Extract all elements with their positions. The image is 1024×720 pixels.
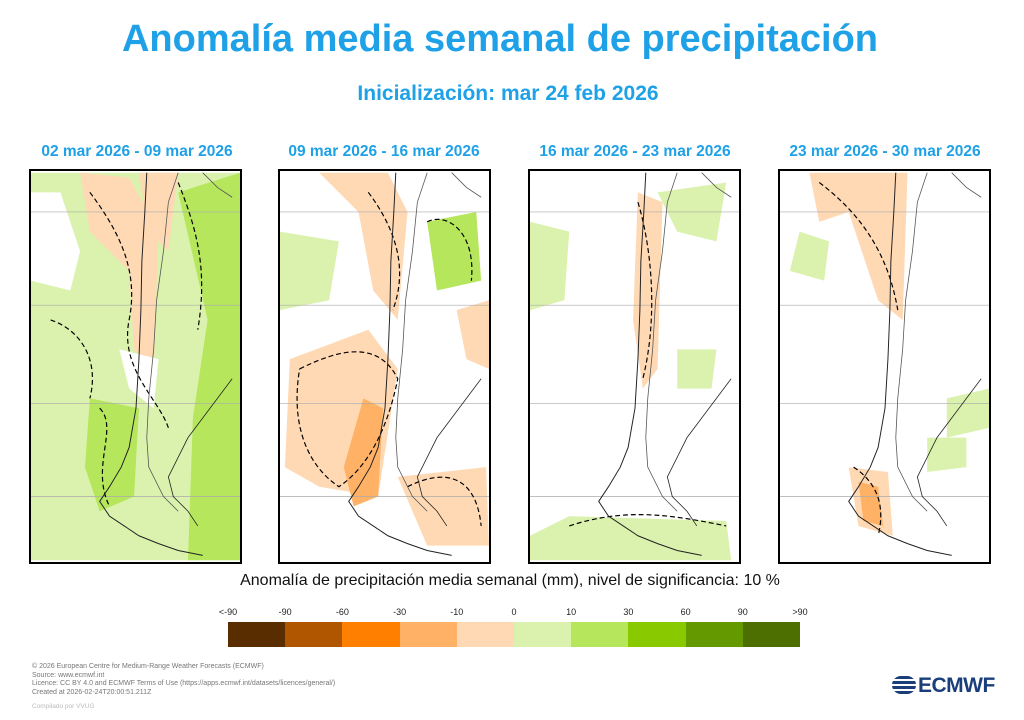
map-svg xyxy=(280,172,489,556)
coastline xyxy=(348,172,452,556)
page-title: Anomalía media semanal de precipitación xyxy=(121,18,879,60)
colorbar-tick-label: 10 xyxy=(566,607,577,617)
coastline xyxy=(666,378,732,527)
coastline xyxy=(99,172,203,556)
anomaly-area xyxy=(427,211,482,291)
panel-title: 16 mar 2026 - 23 mar 2026 xyxy=(539,143,731,160)
significance-contour xyxy=(50,182,203,507)
border-line xyxy=(146,172,233,512)
panel-title: 02 mar 2026 - 09 mar 2026 xyxy=(41,143,233,160)
colorbar-tick-label: -10 xyxy=(450,607,464,617)
ecmwf-logo-icon xyxy=(892,676,916,694)
colorbar-swatch xyxy=(399,622,457,647)
panel-title: 23 mar 2026 - 30 mar 2026 xyxy=(789,143,981,160)
colorbar-title: Anomalía de precipitación media semanal … xyxy=(240,572,780,589)
anomaly-area xyxy=(530,516,732,561)
anomaly-area xyxy=(677,349,717,389)
colorbar-swatch xyxy=(285,622,343,647)
colorbar-tick-label: 60 xyxy=(680,607,691,617)
gridlines xyxy=(780,211,989,497)
anomaly-area xyxy=(31,192,81,291)
anomaly-area xyxy=(946,388,989,438)
ecmwf-logo: ECMWF xyxy=(892,674,995,698)
colorbar-swatch xyxy=(514,622,572,647)
footer-line: Licence: CC BY 4.0 and ECMWF Terms of Us… xyxy=(32,680,336,687)
colorbar-tick-label: >90 xyxy=(792,607,808,617)
anomaly-area xyxy=(858,481,884,526)
border-line xyxy=(895,172,982,512)
colorbar-swatch xyxy=(228,622,286,647)
compiled-note: Compilado por VVUG xyxy=(32,703,95,710)
gridlines xyxy=(280,211,489,497)
border-line xyxy=(645,172,732,512)
colorbar-tick-label: -30 xyxy=(393,607,407,617)
gridlines xyxy=(530,211,739,497)
panel-title: 09 mar 2026 - 16 mar 2026 xyxy=(288,143,480,160)
anomaly-area xyxy=(789,231,830,281)
colorbar-tick-label: -90 xyxy=(278,607,292,617)
page-subtitle: Inicialización: mar 24 feb 2026 xyxy=(357,82,659,105)
colorbar-tick-label: 0 xyxy=(511,607,517,617)
colorbar-tick-label: 90 xyxy=(737,607,748,617)
anomaly-area xyxy=(280,231,339,311)
coastline xyxy=(167,378,233,527)
map-panel-2 xyxy=(278,169,491,564)
footer-line: Created at 2026-02-24T20:00:51.211Z xyxy=(32,688,152,696)
anomaly-area xyxy=(80,172,159,369)
colorbar-swatch xyxy=(342,622,400,647)
colorbar-swatch xyxy=(742,622,800,647)
gridlines xyxy=(31,211,240,497)
colorbar-tick-label: -60 xyxy=(335,607,349,617)
significance-contour xyxy=(569,201,727,527)
footer-line: © 2026 European Centre for Medium-Range … xyxy=(32,663,264,670)
colorbar-tick-label: 30 xyxy=(623,607,634,617)
significance-contour xyxy=(818,182,899,536)
anomaly-area xyxy=(809,172,908,320)
anomaly-area xyxy=(530,221,570,311)
map-svg xyxy=(780,172,989,556)
footer-line: Source: www.ecmwf.int xyxy=(32,671,105,679)
colorbar-swatch xyxy=(685,622,743,647)
significance-contour xyxy=(296,191,482,527)
colorbar-tick-label: <-90 xyxy=(218,607,238,617)
anomaly-area xyxy=(633,192,663,389)
anomaly-area xyxy=(456,300,489,369)
map-panel-4 xyxy=(778,169,991,564)
colorbar-swatch xyxy=(571,622,629,647)
map-panel-3 xyxy=(528,169,741,564)
border-line xyxy=(395,172,482,512)
map-svg xyxy=(530,172,739,561)
colorbar-swatch xyxy=(456,622,514,647)
map-panel-1 xyxy=(29,169,242,564)
map-svg xyxy=(31,172,240,561)
coastline xyxy=(848,172,952,556)
anomaly-area xyxy=(397,467,489,546)
anomaly-area xyxy=(84,398,139,512)
coastline xyxy=(916,378,982,527)
anomaly-area xyxy=(927,437,967,472)
anomaly-area xyxy=(319,172,408,320)
colorbar-swatch xyxy=(628,622,686,647)
footer: © 2026 European Centre for Medium-Range … xyxy=(32,663,335,697)
anomaly-area xyxy=(178,172,240,561)
coastline xyxy=(598,172,702,556)
anomaly-area xyxy=(343,398,384,507)
coastline xyxy=(416,378,482,527)
